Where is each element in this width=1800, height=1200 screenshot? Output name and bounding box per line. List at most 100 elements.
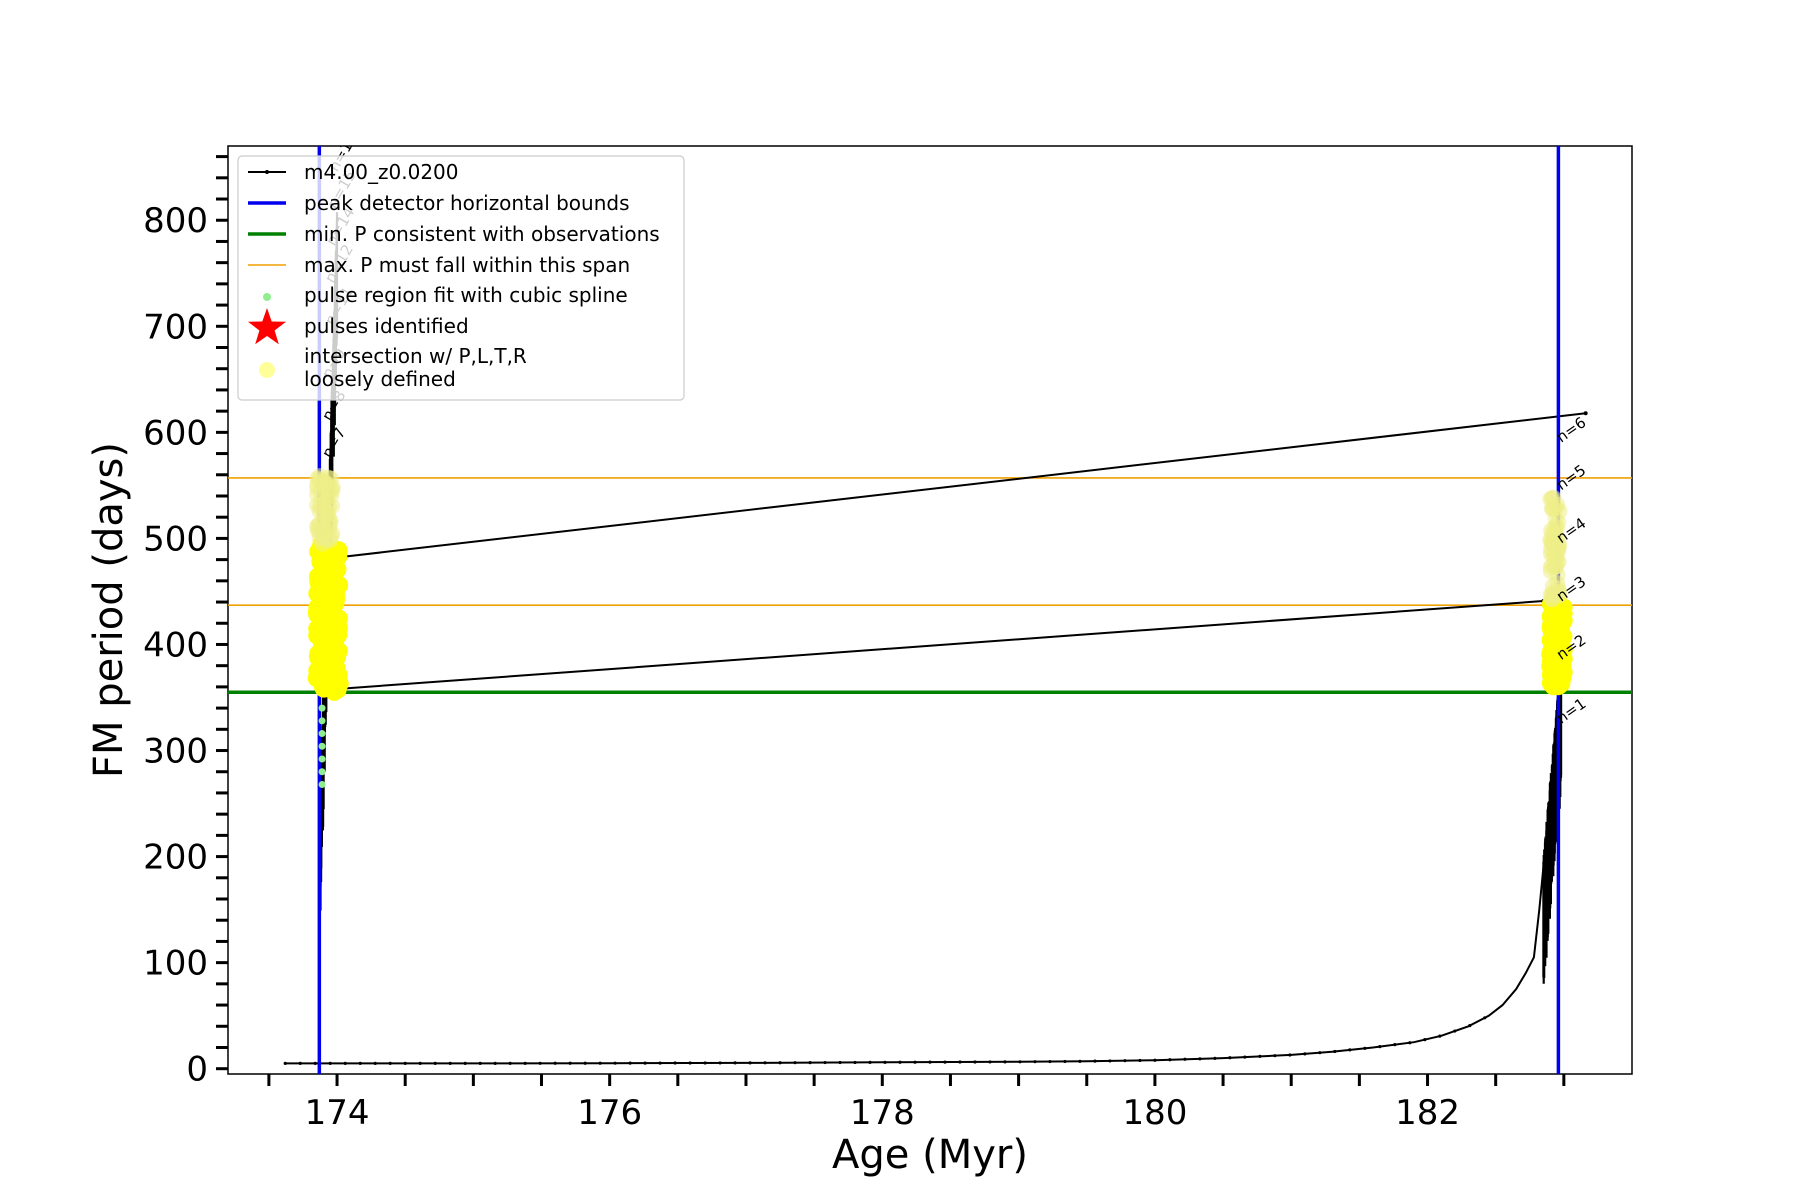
legend-label-2: min. P consistent with observations: [304, 222, 660, 246]
series-point: [328, 1061, 332, 1065]
series-point: [913, 1060, 917, 1064]
series-point: [553, 1061, 557, 1065]
series-point: [1153, 1058, 1157, 1062]
yellow-right-loose: [1547, 558, 1564, 575]
spline-point-2: [318, 755, 326, 763]
series-point: [493, 1061, 497, 1065]
series-point: [1273, 1054, 1277, 1058]
yellow-right-solid: [1547, 667, 1566, 686]
series-point: [1453, 1029, 1457, 1033]
y-axis-label: FM period (days): [86, 442, 132, 778]
y-tick-label: 500: [143, 519, 208, 559]
series-point: [1378, 1045, 1382, 1049]
series-point: [1213, 1056, 1217, 1060]
series-point: [793, 1061, 797, 1065]
legend-label-6: intersection w/ P,L,T,R: [304, 344, 527, 368]
legend-label-1: peak detector horizontal bounds: [304, 191, 630, 215]
series-point: [868, 1060, 872, 1064]
series-point: [1183, 1057, 1187, 1061]
series-point: [1408, 1041, 1412, 1045]
series-point: [283, 1061, 287, 1065]
series-point: [1093, 1059, 1097, 1063]
series-point: [1318, 1051, 1322, 1055]
yellow-left-solid: [309, 648, 328, 667]
series-point: [958, 1060, 962, 1064]
series-point: [1228, 1056, 1232, 1060]
series-point: [418, 1061, 422, 1065]
yellow-left-loose: [319, 506, 336, 523]
x-tick-label: 180: [1122, 1093, 1187, 1133]
yellow-right-loose: [1550, 514, 1567, 531]
yellow-left-solid: [322, 673, 341, 692]
x-axis-label: Age (Myr): [832, 1132, 1028, 1178]
yellow-right-loose: [1544, 501, 1561, 518]
series-point: [433, 1061, 437, 1065]
series-point: [808, 1061, 812, 1065]
series-point: [598, 1061, 602, 1065]
yellow-right-loose: [1545, 489, 1562, 506]
series-point: [1198, 1057, 1202, 1061]
spline-point-3: [318, 742, 326, 750]
legend-label-0: m4.00_z0.0200: [304, 160, 459, 184]
spline-point-1: [318, 768, 326, 776]
series-point: [1423, 1038, 1427, 1042]
yellow-right-solid: [1550, 624, 1569, 643]
y-tick-label: 800: [143, 201, 208, 241]
legend-label-5: pulses identified: [304, 314, 469, 338]
connector-end-1: [1583, 411, 1588, 416]
spline-point-4: [318, 730, 326, 738]
series-point: [928, 1060, 932, 1064]
legend-label-4: pulse region fit with cubic spline: [304, 283, 628, 307]
legend-marker-star: [248, 308, 286, 345]
series-point: [1333, 1049, 1337, 1054]
series-point: [658, 1061, 662, 1065]
series-point: [1303, 1052, 1307, 1056]
series-point: [778, 1061, 782, 1065]
series-point: [1003, 1060, 1007, 1064]
series-point: [613, 1061, 617, 1065]
series-point: [943, 1060, 947, 1064]
series-point: [1018, 1060, 1022, 1064]
series-point: [628, 1061, 632, 1065]
series-point: [1258, 1054, 1262, 1058]
x-tick-label: 174: [305, 1093, 370, 1133]
pulse-label-left-0: n=7: [318, 424, 349, 460]
connector-line-0: [336, 599, 1544, 691]
series-point: [508, 1061, 512, 1065]
series-point: [1138, 1058, 1142, 1063]
series-point: [1363, 1046, 1367, 1050]
series-point: [478, 1061, 482, 1065]
yellow-left-solid: [323, 583, 342, 602]
series-point: [673, 1061, 677, 1065]
series-point: [1168, 1058, 1172, 1062]
series-point: [973, 1060, 977, 1064]
series-point: [703, 1061, 707, 1065]
yellow-right-solid: [1543, 653, 1562, 672]
connector-line-1: [336, 412, 1586, 559]
series-point: [718, 1061, 722, 1065]
series-point: [1438, 1034, 1442, 1038]
series-point: [643, 1061, 647, 1065]
series-point: [583, 1061, 587, 1065]
y-tick-label: 0: [186, 1050, 208, 1090]
legend-marker-circle: [259, 362, 275, 378]
axes: 174 176 178 180 182 0 100 200 300 400 500 600 700 800: [143, 155, 1566, 1133]
series-line: [285, 867, 1545, 1065]
series-point: [1108, 1059, 1112, 1063]
series-point: [313, 1061, 317, 1065]
series-point: [298, 1061, 302, 1065]
series-point: [568, 1061, 572, 1065]
series-point: [1468, 1023, 1472, 1028]
series-point: [823, 1060, 827, 1065]
y-tick-label: 600: [143, 413, 208, 453]
series-point: [403, 1061, 407, 1065]
series-point: [388, 1061, 392, 1065]
yellow-left-solid: [321, 555, 340, 574]
yellow-right-loose: [1548, 540, 1565, 557]
y-tick-label: 400: [143, 625, 208, 665]
y-tick-label: 100: [143, 944, 208, 984]
legend-label-6-line2: loosely defined: [304, 367, 456, 391]
series-point: [1078, 1059, 1082, 1063]
